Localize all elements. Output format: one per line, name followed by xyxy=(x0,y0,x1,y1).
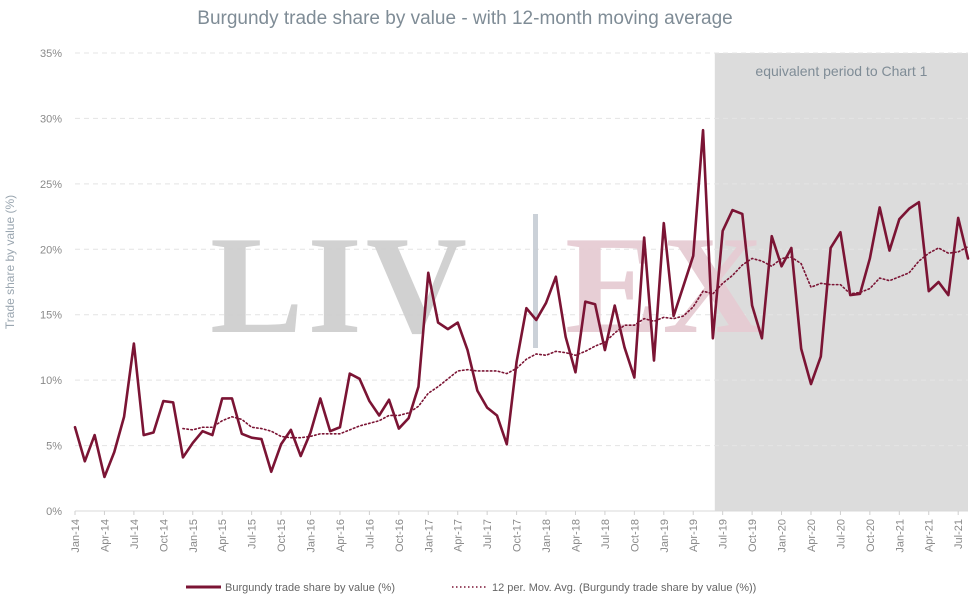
x-tick-label: Jan-21 xyxy=(894,519,906,553)
svg-text:EX: EX xyxy=(565,208,767,363)
x-tick-label: Apr-18 xyxy=(570,519,582,552)
x-tick-label: Apr-16 xyxy=(335,519,347,552)
x-tick-label: Jan-16 xyxy=(306,519,318,553)
y-axis-ticks: 0% 5% 10% 15% 20% 25% 30% 35% xyxy=(40,48,62,518)
gridlines xyxy=(75,52,968,512)
x-tick-label: Jan-15 xyxy=(188,519,200,553)
y-axis-label: Trade share by value (%) xyxy=(3,195,17,329)
x-tick-label: Jan-19 xyxy=(659,519,671,553)
y-tick-label: 20% xyxy=(40,244,62,256)
x-axis-ticks: Jan-14 Apr-14 Jul-14 Oct-14 Jan-15 Apr-15 Jul-… xyxy=(70,511,965,553)
shaded-period-label: equivalent period to Chart 1 xyxy=(755,63,927,79)
svg-text:LIV: LIV xyxy=(210,208,471,363)
x-tick-label: Apr-14 xyxy=(99,519,111,552)
livex-watermark: LIV EX xyxy=(210,208,767,363)
y-tick-label: 35% xyxy=(40,48,62,60)
x-tick-label: Jan-18 xyxy=(541,519,553,553)
x-tick-label: Oct-14 xyxy=(158,519,170,552)
x-tick-label: Jul-17 xyxy=(482,519,494,549)
x-tick-label: Apr-15 xyxy=(217,519,229,552)
x-tick-label: Jan-14 xyxy=(70,519,82,553)
x-tick-label: Oct-19 xyxy=(747,519,759,552)
y-tick-label: 30% xyxy=(40,113,62,125)
x-tick-label: Oct-18 xyxy=(629,519,641,552)
x-tick-label: Oct-17 xyxy=(512,519,524,552)
y-tick-label: 5% xyxy=(46,441,62,453)
y-tick-label: 10% xyxy=(40,375,62,387)
legend-label-series: Burgundy trade share by value (%) xyxy=(225,582,395,594)
legend-label-moving-average: 12 per. Mov. Avg. (Burgundy trade share … xyxy=(492,582,756,594)
x-tick-label: Apr-19 xyxy=(688,519,700,552)
x-tick-label: Jan-17 xyxy=(423,519,435,553)
x-tick-label: Jul-14 xyxy=(129,519,141,549)
y-tick-label: 0% xyxy=(46,506,62,518)
x-tick-label: Jul-18 xyxy=(600,519,612,549)
x-tick-label: Jul-21 xyxy=(953,519,965,549)
x-tick-label: Jul-15 xyxy=(247,519,259,549)
x-tick-label: Apr-21 xyxy=(924,519,936,552)
x-tick-label: Jan-20 xyxy=(777,519,789,553)
y-tick-label: 25% xyxy=(40,179,62,191)
x-tick-label: Apr-17 xyxy=(453,519,465,552)
x-tick-label: Jul-20 xyxy=(835,519,847,549)
x-tick-label: Apr-20 xyxy=(806,519,818,552)
chart-title: Burgundy trade share by value - with 12-… xyxy=(197,8,732,29)
x-tick-label: Jul-19 xyxy=(718,519,730,549)
x-tick-label: Oct-16 xyxy=(394,519,406,552)
trade-share-line xyxy=(73,128,970,479)
y-tick-label: 15% xyxy=(40,310,62,322)
shaded-period-region xyxy=(714,53,968,511)
legend: Burgundy trade share by value (%) 12 per… xyxy=(186,582,756,594)
x-tick-label: Oct-20 xyxy=(865,519,877,552)
moving-average-line xyxy=(182,245,969,439)
x-tick-label: Jul-16 xyxy=(364,519,376,549)
x-tick-label: Oct-15 xyxy=(276,519,288,552)
series-layer xyxy=(73,128,970,479)
